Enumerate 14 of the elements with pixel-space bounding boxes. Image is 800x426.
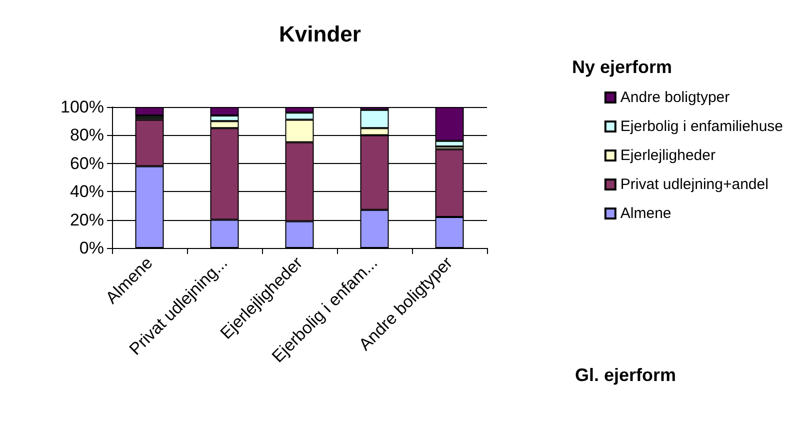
legend-label: Almene [620, 205, 672, 222]
x-axis-title: Gl. ejerform [575, 365, 676, 385]
y-tick-label: 40% [70, 182, 104, 202]
legend-label: Andre boligtyper [620, 89, 730, 106]
legend-label: Privat udlejning+andel [620, 176, 768, 193]
legend-title: Ny ejerform [572, 57, 672, 77]
y-tick-label: 100% [60, 98, 104, 116]
legend-label: Ejerlejligheder [620, 147, 716, 164]
chart-title: Kvinder [279, 22, 362, 46]
y-tick-label: 80% [70, 126, 104, 145]
y-tick-label: 0% [79, 238, 104, 258]
y-tick-label: 60% [70, 154, 104, 173]
legend-label: Ejerbolig i enfamiliehuse [620, 118, 784, 135]
y-tick-label: 20% [70, 210, 104, 230]
